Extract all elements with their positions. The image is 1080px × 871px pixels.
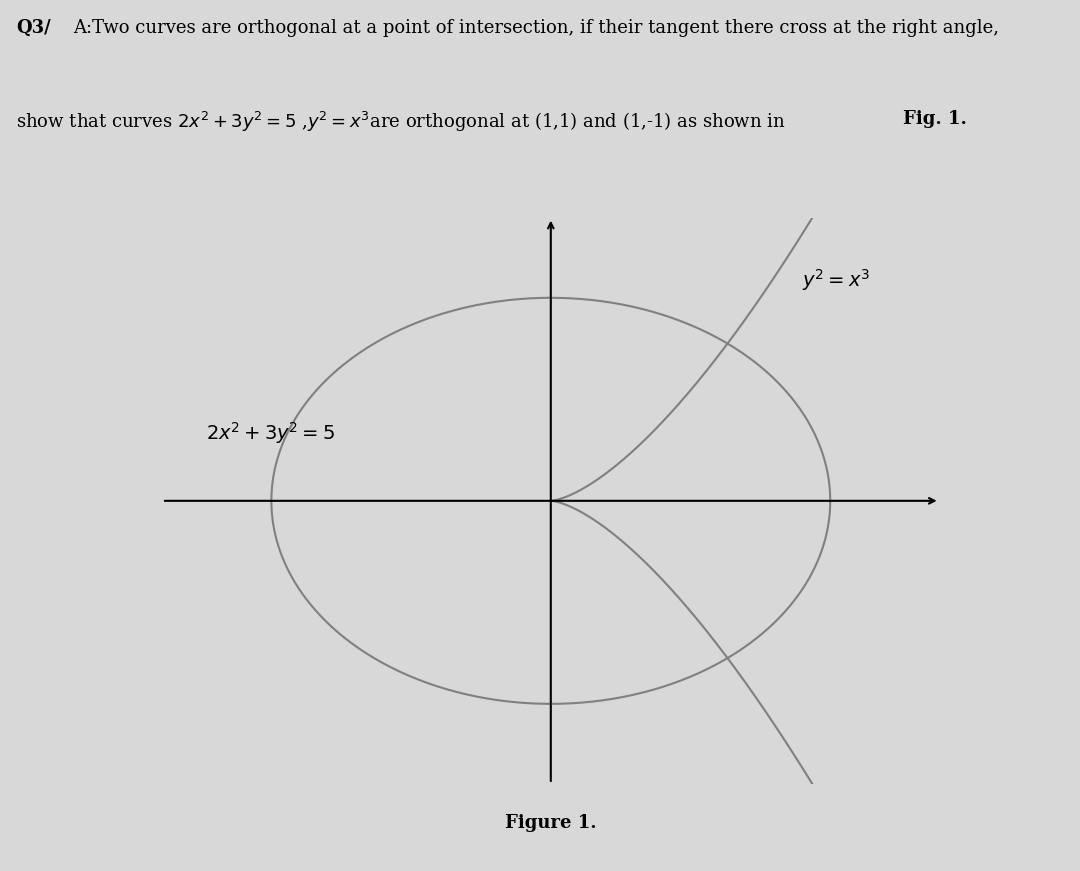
Text: $2x^2 + 3y^2 = 5$: $2x^2 + 3y^2 = 5$ [206,420,335,446]
Text: show that curves $2x^2 + 3y^2 = 5$ ,$y^2 = x^3$are orthogonal at (1,1) and (1,-1: show that curves $2x^2 + 3y^2 = 5$ ,$y^2… [16,110,786,134]
Text: Fig. 1.: Fig. 1. [903,110,967,128]
Text: Figure 1.: Figure 1. [505,814,596,832]
Text: A:Two curves are orthogonal at a point of intersection, if their tangent there c: A:Two curves are orthogonal at a point o… [73,19,999,37]
Text: Q3/: Q3/ [16,19,51,37]
Text: $y^2 = x^3$: $y^2 = x^3$ [801,267,869,294]
